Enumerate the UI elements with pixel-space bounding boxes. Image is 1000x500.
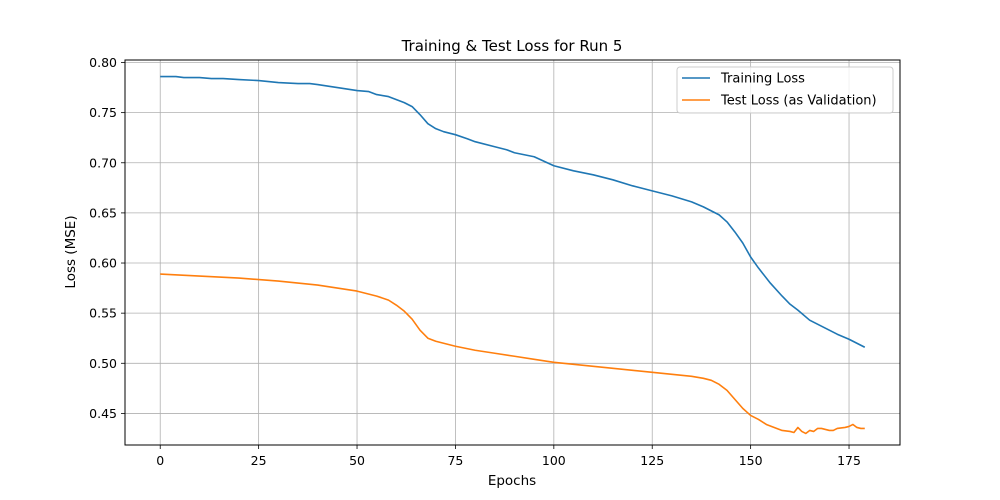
plot-frame (124, 59, 901, 446)
series-lines (160, 75, 866, 435)
y-tick-label: 0.45 (89, 406, 117, 421)
y-axis-label: Loss (MSE) (63, 215, 79, 288)
x-axis-label: Epochs (488, 473, 536, 489)
x-tick-label: 75 (447, 453, 463, 468)
chart-title: Training & Test Loss for Run 5 (401, 37, 623, 55)
x-tick-label: 100 (542, 453, 566, 468)
x-tick-label: 25 (251, 453, 267, 468)
x-tick-label: 0 (156, 453, 164, 468)
x-tick-label: 150 (739, 453, 763, 468)
y-tick-label: 0.75 (89, 105, 117, 120)
y-tick-label: 0.70 (89, 155, 117, 170)
grid (125, 60, 900, 445)
legend-label-training-loss: Training Loss (720, 72, 805, 87)
x-tick-label: 125 (640, 453, 664, 468)
y-tick-label: 0.60 (89, 256, 117, 271)
x-tick-label: 50 (349, 453, 365, 468)
series-line-test-loss (160, 273, 865, 435)
y-tick-label: 0.65 (89, 205, 117, 220)
x-tick-label: 175 (837, 453, 861, 468)
axis-ticks: 0 25 50 75 100 125 150 175 0.45 0.50 0.55 0.60 0.65 0… (89, 55, 861, 468)
series-line-training-loss (160, 75, 866, 348)
legend-label-test-loss: Test Loss (as Validation) (720, 94, 877, 109)
y-tick-label: 0.50 (89, 356, 117, 371)
y-tick-label: 0.80 (89, 55, 117, 70)
legend: Training Loss Test Loss (as Validation) (676, 66, 894, 114)
y-tick-label: 0.55 (89, 306, 117, 321)
legend-box (676, 66, 894, 114)
